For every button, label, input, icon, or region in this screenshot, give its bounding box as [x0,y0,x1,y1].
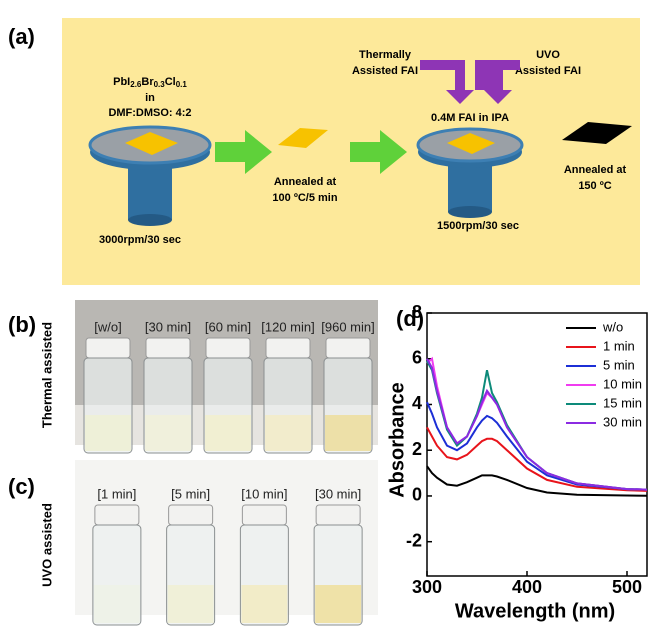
y-tick-label: 4 [412,393,422,413]
y-tick-label: 0 [412,485,422,505]
vial-label: [30 min] [315,486,361,501]
caption: Annealed at [564,164,627,176]
vial-cap [326,338,370,358]
caption: 150 ºC [578,180,611,192]
caption: 1500rpm/30 sec [437,220,519,232]
vial-liquid [265,415,311,451]
vial-cap [206,338,250,358]
vial-label: [120 min] [261,319,314,334]
panel-label: (a) [8,24,35,49]
vial-cap [242,505,286,525]
formula-sub: 2.6 [130,80,142,89]
x-tick-label: 400 [512,577,542,597]
caption: DMF:DMSO: 4:2 [108,107,191,119]
vial-label: [w/o] [94,319,121,334]
panel-label: (c) [8,474,35,499]
formula-sub: 0.3 [154,80,166,89]
caption: Assisted FAI [352,65,418,77]
vial-cap [95,505,139,525]
vial-cap [316,505,360,525]
vial-label: [30 min] [145,319,191,334]
vial-cap [146,338,190,358]
panel-label: (b) [8,312,36,337]
vial-cap [266,338,310,358]
legend-label: 30 min [603,414,642,429]
y-tick-label: -2 [406,530,422,550]
vial-cap [169,505,213,525]
formula-part: Br [141,76,154,88]
x-axis-label: Wavelength (nm) [455,600,615,622]
caption: UVO [536,49,560,61]
caption: Annealed at [274,176,337,188]
vial-liquid [94,585,140,623]
legend-label: 15 min [603,395,642,410]
vial-label: [10 min] [241,486,287,501]
formula-part: Cl [165,76,176,88]
caption: Thermally [359,49,412,61]
x-tick-label: 300 [412,577,442,597]
y-tick-label: 6 [412,347,422,367]
y-tick-label: 2 [412,439,422,459]
vial-liquid [241,585,287,623]
y-tick-label: 8 [412,302,422,322]
data-line [427,466,647,496]
formula-sub: 0.1 [176,80,188,89]
formula-part: PbI [113,76,130,88]
legend-label: 10 min [603,376,642,391]
vials: [w/o] [30 min] [60 min] [120 min] [960 min] [84,319,375,453]
legend-label: w/o [602,319,623,334]
legend-label: 1 min [603,338,635,353]
caption: 3000rpm/30 sec [99,234,181,246]
data-line [427,427,647,491]
vial-label: [1 min] [97,486,136,501]
x-tick-label: 500 [612,577,642,597]
side-label: UVO assisted [39,503,54,587]
vial-liquid [145,415,191,451]
vial-cap [86,338,130,358]
figure: (a) PbI2.6Br0.3Cl0.1 in DMF:DMSO: 4:2 30… [0,0,648,627]
caption: 0.4M FAI in IPA [431,112,509,124]
vial-label: [5 min] [171,486,210,501]
vial-liquid [315,585,361,623]
legend-label: 5 min [603,357,635,372]
vial-liquid [85,415,131,451]
chart: -2 0 2 4 6 8 300 400 500 w/o 1 min 5 min 10 min 15 mi… [406,302,647,597]
vial-label: [60 min] [205,319,251,334]
side-label: Thermal assisted [39,322,54,428]
caption: in [145,92,155,104]
vial-liquid [168,585,214,623]
y-axis-label: Absorbance [386,382,408,498]
vial-liquid [205,415,251,451]
vial-label: [960 min] [321,319,374,334]
caption: Assisted FAI [515,65,581,77]
vial-liquid [325,415,371,451]
caption: 100 ºC/5 min [272,192,337,204]
